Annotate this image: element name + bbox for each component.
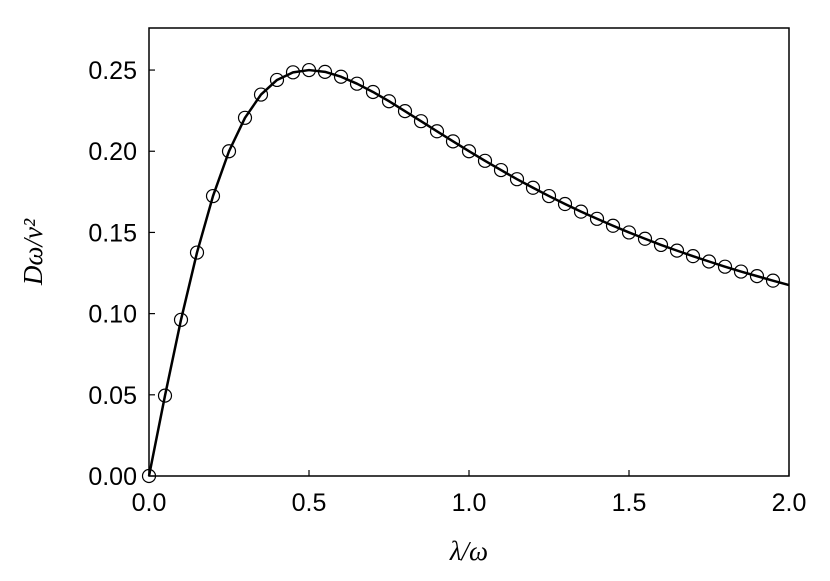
data-point xyxy=(189,245,205,260)
data-point xyxy=(445,134,461,149)
y-tick-label: 0.15 xyxy=(88,219,137,247)
data-point xyxy=(621,225,637,240)
y-tick-label: 0.00 xyxy=(88,463,137,491)
y-tick-label: 0.25 xyxy=(88,57,137,85)
data-point xyxy=(429,124,445,139)
data-point xyxy=(685,249,701,264)
data-point xyxy=(589,211,605,226)
data-point xyxy=(765,273,781,288)
data-point xyxy=(541,188,557,204)
y-axis-label: Dω/v² xyxy=(18,218,48,286)
data-point xyxy=(669,243,685,258)
data-point xyxy=(349,76,365,91)
data-point xyxy=(749,269,765,284)
data-point xyxy=(141,468,157,484)
data-point xyxy=(717,259,733,274)
data-point xyxy=(269,72,285,88)
data-point xyxy=(525,180,541,195)
y-tick-label: 0.20 xyxy=(88,138,137,166)
data-point xyxy=(477,153,493,168)
data-point xyxy=(605,218,621,233)
y-tick-label: 0.10 xyxy=(88,301,137,329)
x-axis-label: λ/ω xyxy=(449,536,488,566)
data-point xyxy=(333,69,349,84)
data-point xyxy=(733,264,749,279)
data-point xyxy=(173,312,189,327)
data-point xyxy=(365,84,381,100)
curve xyxy=(147,68,790,477)
data-point xyxy=(653,237,669,253)
plot-frame xyxy=(148,27,790,477)
data-point xyxy=(221,144,237,159)
data-point xyxy=(237,110,253,125)
data-point xyxy=(205,188,221,204)
data-point xyxy=(557,196,573,212)
y-tick-label: 0.05 xyxy=(88,382,137,410)
data-point xyxy=(701,254,717,269)
data-point xyxy=(493,162,509,178)
data-point xyxy=(413,114,429,129)
data-point xyxy=(253,87,269,102)
data-point xyxy=(637,231,653,246)
data-point xyxy=(573,204,589,219)
data-point xyxy=(509,172,525,187)
x-tick-label: 0.0 xyxy=(132,489,167,517)
x-tick-label: 1.5 xyxy=(612,489,647,517)
x-tick-label: 1.0 xyxy=(452,489,487,517)
data-point xyxy=(157,388,173,403)
data-point xyxy=(461,144,477,159)
x-tick-label: 0.5 xyxy=(292,489,327,517)
data-point xyxy=(397,104,413,119)
data-point xyxy=(381,94,397,109)
x-tick-label: 2.0 xyxy=(772,489,807,517)
